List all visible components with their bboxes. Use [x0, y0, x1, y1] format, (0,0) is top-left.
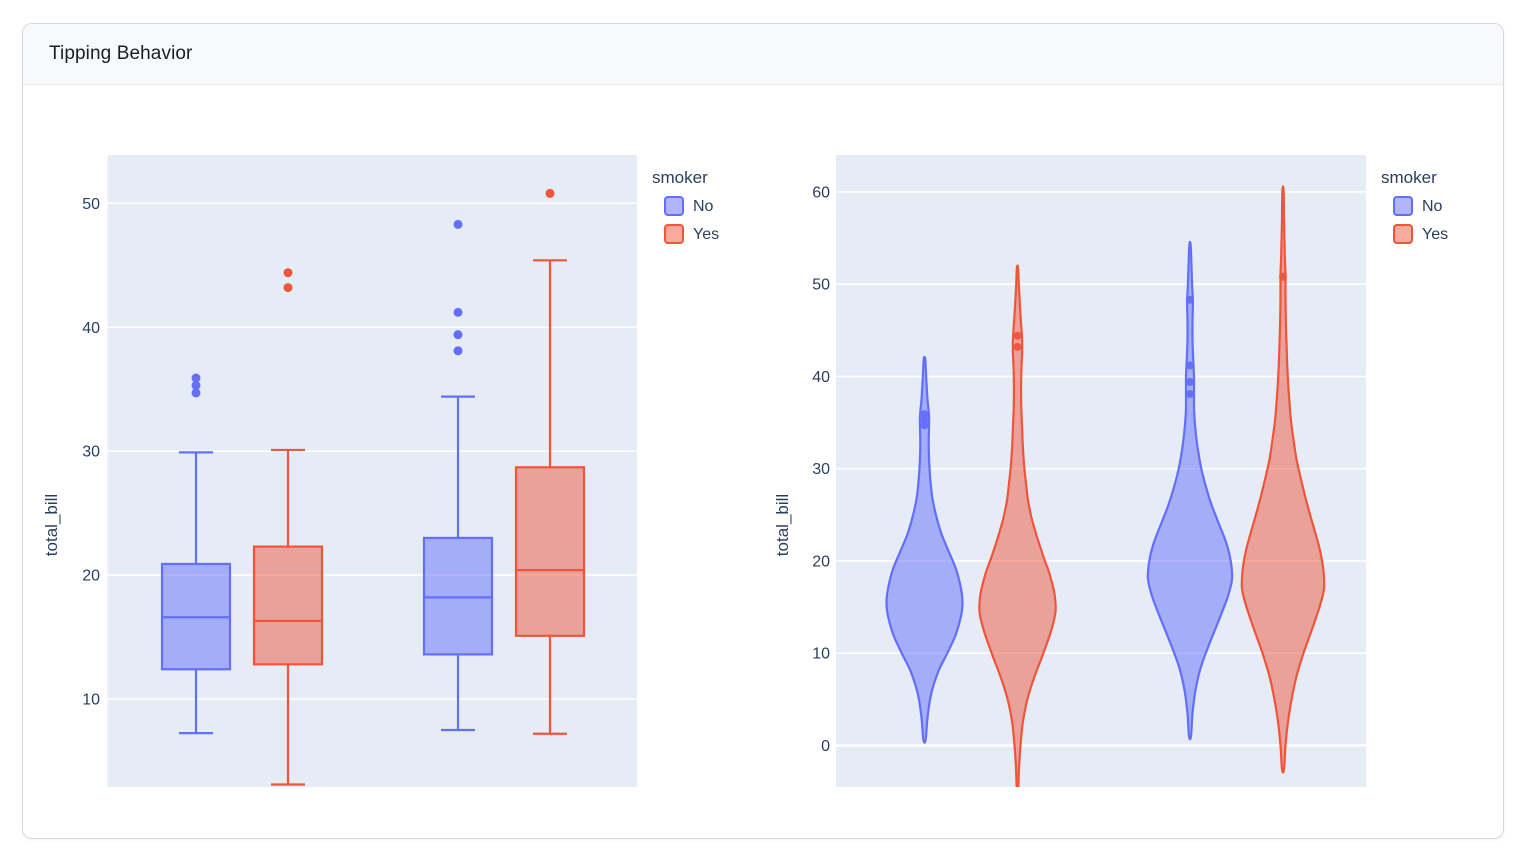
outlier-point — [283, 283, 293, 293]
legend-swatch — [664, 224, 684, 244]
box — [422, 536, 494, 656]
legend: smoker No Yes — [1381, 168, 1448, 244]
legend: smoker No Yes — [652, 168, 719, 244]
violin-point — [1186, 389, 1194, 398]
legend-item-yes[interactable]: Yes — [664, 224, 719, 244]
outlier-point — [191, 388, 201, 398]
violin-point — [1013, 331, 1022, 340]
y-tick-label: 20 — [82, 568, 100, 585]
violin-shape — [1240, 185, 1326, 774]
violin-shape — [1146, 240, 1234, 741]
legend-label: No — [693, 198, 714, 215]
y-tick-label: 10 — [82, 692, 100, 709]
box — [514, 466, 586, 637]
legend-item-no[interactable]: No — [1393, 196, 1443, 216]
violin-shape — [885, 355, 964, 744]
y-tick-label: 50 — [82, 196, 100, 213]
y-tick-label: 50 — [812, 277, 830, 294]
box-no-group2[interactable] — [422, 219, 494, 732]
violin-point — [1186, 295, 1194, 304]
legend-label: Yes — [1422, 226, 1448, 243]
violin-no-group2[interactable] — [1146, 240, 1234, 741]
violin-yes-group2[interactable] — [1240, 185, 1326, 774]
legend-title: smoker — [652, 168, 708, 187]
y-axis-title: total_bill — [773, 494, 792, 556]
legend-swatch — [1393, 224, 1413, 244]
violin-no-group1[interactable] — [885, 355, 964, 744]
y-axis-title: total_bill — [42, 494, 61, 556]
y-tick-label: 40 — [82, 320, 100, 337]
violin-point — [1186, 377, 1194, 386]
outlier-point — [545, 188, 555, 198]
y-tick-label: 20 — [812, 553, 830, 570]
card-header: Tipping Behavior — [23, 24, 1503, 85]
violin-plot-figure[interactable]: 0 10 20 30 40 50 60 total_bill smoker No Yes — [773, 155, 1448, 790]
violin-point — [1279, 272, 1287, 281]
violin-point — [1186, 361, 1194, 370]
box-plot-figure[interactable]: 10 20 30 40 50 total_bill smoker No Yes — [42, 155, 719, 787]
legend-label: No — [1422, 198, 1443, 215]
outlier-point — [453, 346, 463, 356]
box-no-group1[interactable] — [160, 373, 232, 735]
violin-point — [920, 421, 929, 430]
violin-point — [920, 415, 929, 424]
violins-layer — [885, 185, 1326, 791]
box — [252, 545, 324, 666]
box-yes-group1[interactable] — [252, 268, 324, 786]
outlier-point — [453, 330, 463, 340]
outlier-point — [453, 219, 463, 229]
legend-item-yes[interactable]: Yes — [1393, 224, 1448, 244]
legend-swatch — [1393, 196, 1413, 216]
y-tick-label: 30 — [82, 444, 100, 461]
violin-shape — [978, 264, 1057, 787]
legend-swatch — [664, 196, 684, 216]
violin-point — [920, 410, 929, 419]
violin-point — [1013, 342, 1022, 351]
legend-label: Yes — [693, 226, 719, 243]
outlier-point — [191, 373, 201, 383]
violin-yes-group1[interactable] — [978, 264, 1057, 791]
box-yes-group2[interactable] — [514, 188, 586, 735]
y-tick-label: 40 — [812, 369, 830, 386]
y-tick-label: 60 — [812, 184, 830, 201]
y-tick-label: 30 — [812, 461, 830, 478]
outlier-point — [283, 268, 293, 278]
legend-item-no[interactable]: No — [664, 196, 714, 216]
y-tick-label: 0 — [821, 738, 830, 755]
legend-title: smoker — [1381, 168, 1437, 187]
outlier-point — [191, 380, 201, 390]
card-title: Tipping Behavior — [49, 43, 193, 64]
y-tick-label: 10 — [812, 646, 830, 663]
outlier-point — [453, 307, 463, 317]
